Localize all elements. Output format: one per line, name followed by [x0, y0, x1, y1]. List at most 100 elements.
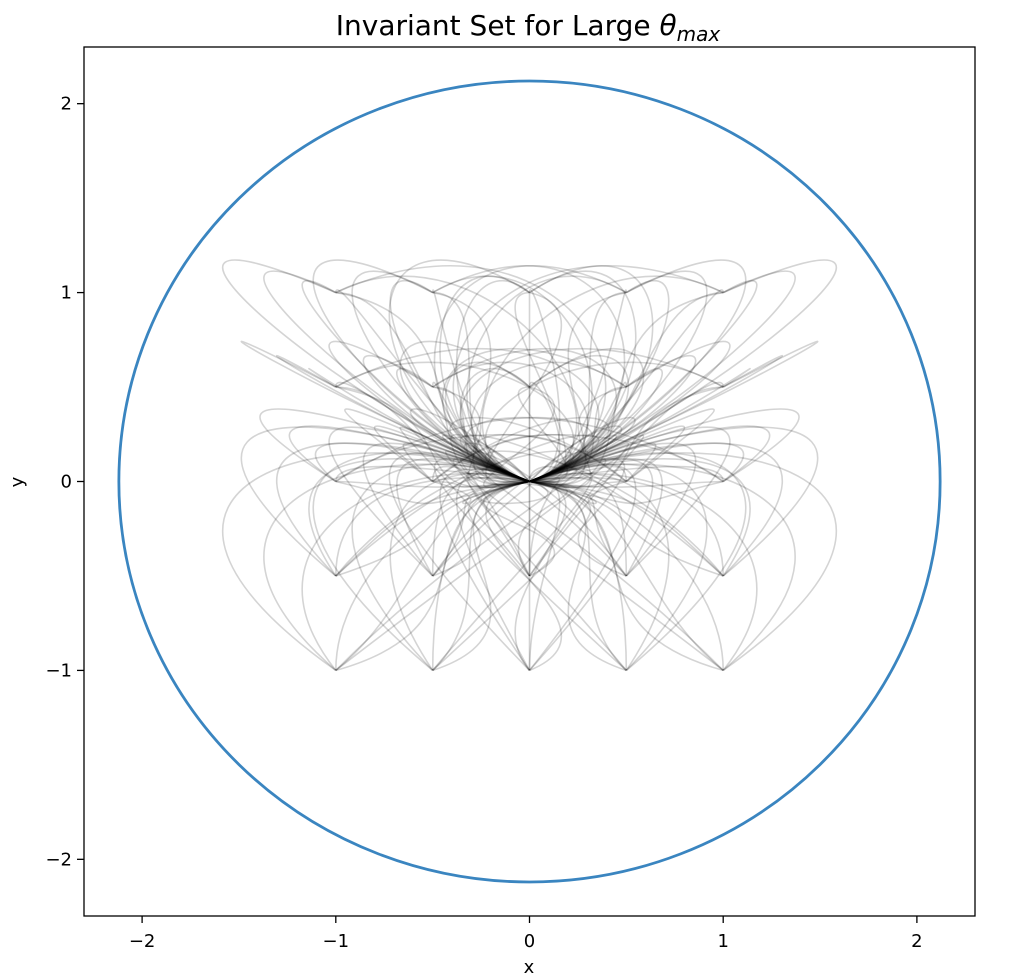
trajectory-line: [528, 463, 637, 671]
trajectory-line: [431, 465, 530, 483]
trajectory-line: [529, 442, 697, 577]
trajectory-line: [481, 468, 724, 671]
trajectory-line: [529, 386, 627, 484]
trajectory-line: [529, 463, 796, 672]
x-tick-label: 2: [911, 931, 922, 952]
trajectory-line: [465, 416, 724, 483]
x-tick-label: 1: [717, 931, 728, 952]
trajectory-line: [529, 476, 724, 577]
trajectory-line: [455, 279, 531, 483]
trajectory-line: [529, 452, 837, 672]
trajectory-line: [308, 458, 530, 577]
chart-title-symbol: θ: [660, 9, 677, 42]
trajectory-line: [529, 480, 627, 488]
trajectory-line: [432, 434, 618, 577]
trajectory-line: [529, 480, 627, 577]
trajectory-line: [389, 279, 530, 483]
y-tick-label: 1: [61, 283, 72, 304]
trajectory-line: [480, 480, 549, 505]
trajectory-line: [432, 386, 530, 484]
trajectory-line: [529, 480, 724, 505]
trajectory-line: [529, 452, 747, 672]
trajectory-line: [335, 275, 578, 483]
trajectory-line: [529, 367, 751, 483]
trajectory-line: [529, 480, 724, 577]
trajectory-line: [528, 425, 623, 483]
trajectory-line: [528, 381, 561, 483]
trajectory-line: [529, 381, 724, 483]
trajectory-line: [528, 434, 645, 577]
trajectory-line: [432, 416, 610, 483]
trajectory-line: [529, 265, 654, 483]
trajectory-line: [409, 408, 531, 483]
trajectory-line: [529, 476, 628, 577]
trajectory-line: [529, 480, 627, 577]
trajectory-line: [529, 279, 670, 483]
trajectory-line: [314, 442, 530, 483]
trajectory-line: [276, 442, 530, 577]
trajectory-line: [529, 480, 628, 671]
trajectory-line: [344, 408, 530, 483]
trajectory-line: [466, 275, 627, 483]
trajectory-line: [529, 291, 627, 483]
trajectory-line: [432, 450, 589, 577]
trajectory-line: [529, 408, 715, 483]
trajectory-line: [335, 381, 530, 483]
trajectory-line: [389, 472, 530, 671]
chart-title: Invariant Set for Large θmax: [336, 9, 721, 46]
trajectory-line: [335, 480, 530, 672]
trajectory-line: [396, 367, 530, 483]
trajectory-line: [301, 472, 530, 671]
trajectory-line: [529, 480, 724, 577]
trajectory-line: [432, 386, 530, 489]
trajectory-line: [432, 361, 589, 483]
trajectory-line: [259, 408, 530, 483]
trajectory-line: [528, 442, 630, 577]
trajectory-line: [483, 480, 556, 577]
trajectory-line: [529, 259, 747, 483]
trajectory-line: [431, 476, 530, 577]
trajectory-line: [335, 386, 530, 489]
trajectory-line: [529, 289, 628, 483]
trajectory-line: [433, 265, 627, 483]
trajectory-line: [431, 480, 530, 671]
trajectory-line: [362, 442, 530, 577]
y-tick-label: 2: [61, 94, 72, 115]
trajectory-line: [240, 426, 530, 577]
trajectory-line: [529, 442, 745, 483]
chart-title-main: Invariant Set for Large: [336, 9, 660, 42]
trajectory-line: [263, 463, 530, 672]
trajectory-line: [529, 381, 628, 483]
trajectory-line: [402, 442, 530, 483]
trajectory-line: [432, 480, 530, 577]
trajectory-line: [335, 480, 530, 577]
trajectory-line: [520, 480, 570, 488]
trajectory-line: [529, 270, 796, 483]
trajectory-line: [529, 458, 663, 577]
chart-title-subscript: max: [677, 22, 721, 46]
trajectory-line: [529, 425, 771, 483]
trajectory-line: [514, 480, 567, 671]
trajectory-line: [335, 465, 530, 483]
trajectory-line: [529, 279, 758, 483]
trajectory-line: [396, 458, 530, 577]
trajectory-line: [335, 480, 530, 672]
trajectory-line: [452, 264, 724, 483]
trajectory-line: [455, 472, 531, 671]
trajectory-line: [529, 480, 724, 671]
trajectory-line: [441, 434, 627, 577]
x-tick-label: 0: [524, 931, 535, 952]
trajectory-line: [308, 367, 530, 483]
trajectory-line: [529, 270, 708, 483]
trajectory-line: [528, 480, 561, 671]
trajectory-line: [222, 452, 530, 672]
trajectory-line: [335, 348, 600, 483]
trajectory-line: [529, 442, 657, 483]
trajectory-line: [528, 416, 636, 483]
trajectory-line: [240, 340, 530, 483]
trajectory-line: [335, 480, 530, 577]
trajectory-line: [328, 426, 530, 577]
trajectory-line: [529, 367, 663, 483]
trajectory-line: [335, 457, 607, 672]
